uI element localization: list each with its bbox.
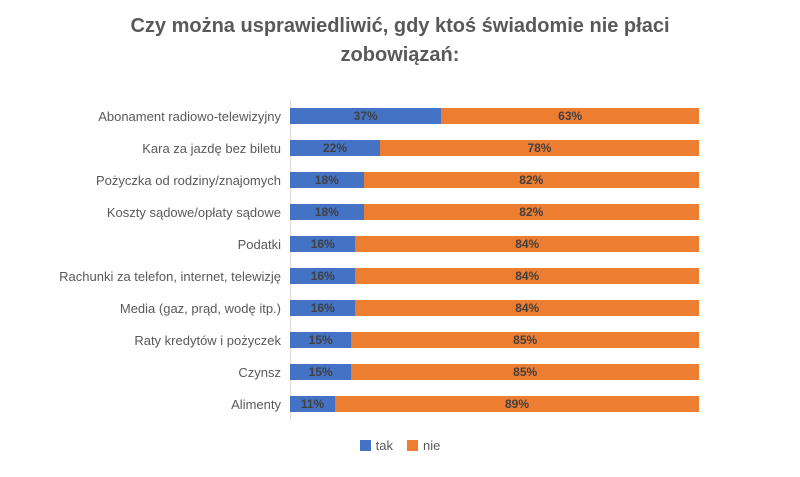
bar-track: 22% 78% (290, 140, 699, 156)
data-label-nie: 84% (515, 237, 540, 251)
category-label: Media (gaz, prąd, wodę itp.) (119, 300, 281, 316)
legend: tak nie (0, 438, 800, 453)
bar-segment-nie: 82% (363, 204, 699, 220)
bar-segment-nie: 84% (355, 236, 699, 252)
data-label-tak: 37% (353, 109, 378, 123)
chart-row: Pożyczka od rodziny/znajomych 18% 82% (0, 164, 800, 196)
chart-row: Rachunki za telefon, internet, telewizję… (0, 260, 800, 292)
chart-row: Alimenty 11% 89% (0, 388, 800, 420)
bar-segment-tak: 16% (290, 300, 356, 316)
category-label: Rachunki za telefon, internet, telewizję (59, 268, 281, 284)
data-label-nie: 85% (513, 333, 538, 347)
legend-swatch-tak-icon (359, 440, 371, 451)
bar-track: 37% 63% (290, 108, 699, 124)
category-label: Pożyczka od rodziny/znajomych (96, 172, 281, 188)
legend-label-tak: tak (375, 438, 393, 453)
data-label-tak: 16% (310, 269, 335, 283)
bar-track: 15% 85% (290, 364, 699, 380)
data-label-nie: 84% (515, 301, 540, 315)
chart-row: Koszty sądowe/opłaty sądowe 18% 82% (0, 196, 800, 228)
bar-segment-nie: 84% (355, 300, 699, 316)
bar-segment-nie: 78% (379, 140, 699, 156)
bar-segment-nie: 85% (351, 332, 699, 348)
axis-line (290, 100, 800, 420)
bar-segment-nie: 89% (334, 396, 699, 412)
data-label-nie: 84% (515, 269, 540, 283)
bar-segment-tak: 18% (290, 204, 364, 220)
bar-track: 16% 84% (290, 268, 699, 284)
bar-track: 18% 82% (290, 204, 699, 220)
data-label-tak: 15% (308, 333, 333, 347)
category-label: Alimenty (231, 396, 281, 412)
bar-segment-tak: 15% (290, 332, 352, 348)
category-label: Koszty sądowe/opłaty sądowe (106, 204, 281, 220)
chart-row: Kara za jazdę bez biletu 22% 78% (0, 132, 800, 164)
chart-row: Podatki 16% 84% (0, 228, 800, 260)
data-label-nie: 63% (558, 109, 583, 123)
bar-segment-nie: 63% (441, 108, 699, 124)
bar-track: 16% 84% (290, 300, 699, 316)
bar-segment-nie: 84% (355, 268, 699, 284)
data-label-nie: 82% (519, 173, 544, 187)
data-label-nie: 82% (519, 205, 544, 219)
category-label: Czynsz (238, 364, 281, 380)
chart-rows: Abonament radiowo-telewizyjny 37% 63% Kara … (0, 100, 800, 420)
bar-track: 16% 84% (290, 236, 699, 252)
bar-segment-tak: 16% (290, 236, 356, 252)
bar-track: 11% 89% (290, 396, 699, 412)
chart-title: Czy można usprawiedliwić, gdy ktoś świad… (130, 15, 670, 66)
chart-row: Czynsz 15% 85% (0, 356, 800, 388)
data-label-tak: 18% (314, 205, 339, 219)
data-label-tak: 11% (300, 397, 325, 411)
legend-item-nie: nie (406, 438, 441, 453)
legend-swatch-nie-icon (406, 440, 418, 451)
data-label-tak: 15% (308, 365, 333, 379)
bar-segment-nie: 85% (351, 364, 699, 380)
bar-segment-tak: 11% (290, 396, 335, 412)
data-label-nie: 89% (504, 397, 529, 411)
data-label-nie: 78% (527, 141, 552, 155)
data-label-tak: 16% (310, 301, 335, 315)
bar-segment-nie: 82% (363, 172, 699, 188)
category-label: Raty kredytów i pożyczek (134, 332, 281, 348)
category-label: Podatki (237, 236, 281, 252)
chart-row: Abonament radiowo-telewizyjny 37% 63% (0, 100, 800, 132)
category-label: Abonament radiowo-telewizyjny (98, 108, 281, 124)
data-label-tak: 16% (310, 237, 335, 251)
category-label: Kara za jazdę bez biletu (142, 140, 281, 156)
data-label-nie: 85% (513, 365, 538, 379)
bar-segment-tak: 37% (290, 108, 442, 124)
data-label-tak: 18% (314, 173, 339, 187)
bar-segment-tak: 16% (290, 268, 356, 284)
chart-row: Media (gaz, prąd, wodę itp.) 16% 84% (0, 292, 800, 324)
legend-label-nie: nie (422, 438, 441, 453)
data-label-tak: 22% (322, 141, 347, 155)
bar-track: 15% 85% (290, 332, 699, 348)
bar-segment-tak: 15% (290, 364, 352, 380)
plot-area: Abonament radiowo-telewizyjny 37% 63% Kara … (0, 100, 800, 420)
bar-segment-tak: 18% (290, 172, 364, 188)
chart-row: Raty kredytów i pożyczek 15% 85% (0, 324, 800, 356)
bar-segment-tak: 22% (290, 140, 380, 156)
legend-item-tak: tak (359, 438, 393, 453)
bar-track: 18% 82% (290, 172, 699, 188)
